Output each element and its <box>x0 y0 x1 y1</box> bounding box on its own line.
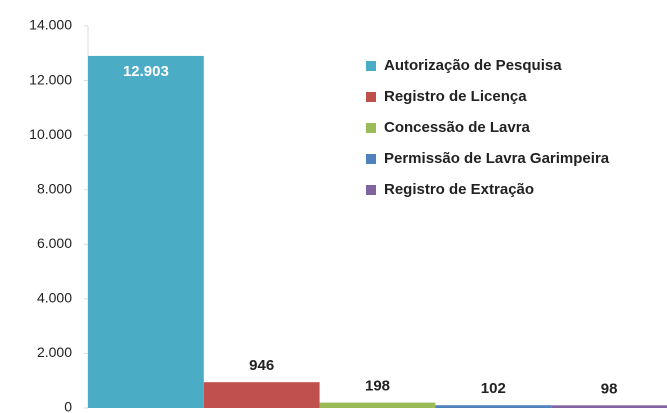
y-tick-label: 14.000 <box>29 17 72 33</box>
value-label: 946 <box>249 357 274 374</box>
y-tick-label: 8.000 <box>37 180 72 196</box>
y-tick-label: 2.000 <box>37 344 72 360</box>
value-label: 12.903 <box>123 63 169 80</box>
bar <box>551 405 667 408</box>
bar <box>319 402 436 408</box>
legend-label: Registro de Extração <box>384 181 534 198</box>
legend-label: Registro de Licença <box>384 88 527 105</box>
y-tick-label: 10.000 <box>29 126 72 142</box>
legend-label: Autorização de Pesquisa <box>384 57 562 74</box>
bar <box>435 405 552 408</box>
value-label: 102 <box>481 380 506 397</box>
legend-swatch <box>366 185 376 195</box>
bar <box>88 55 204 408</box>
legend-swatch <box>366 92 376 102</box>
value-label: 198 <box>365 378 390 395</box>
legend-label: Permissão de Lavra Garimpeira <box>384 150 610 167</box>
legend-swatch <box>366 123 376 133</box>
legend-label: Concessão de Lavra <box>384 119 531 136</box>
y-tick-label: 4.000 <box>37 290 72 306</box>
y-tick-label: 6.000 <box>37 235 72 251</box>
legend-swatch <box>366 154 376 164</box>
legend-swatch <box>366 61 376 71</box>
y-tick-label: 0 <box>64 399 72 413</box>
value-label: 98 <box>601 380 618 397</box>
bar <box>203 382 320 408</box>
y-tick-label: 12.000 <box>29 71 72 87</box>
